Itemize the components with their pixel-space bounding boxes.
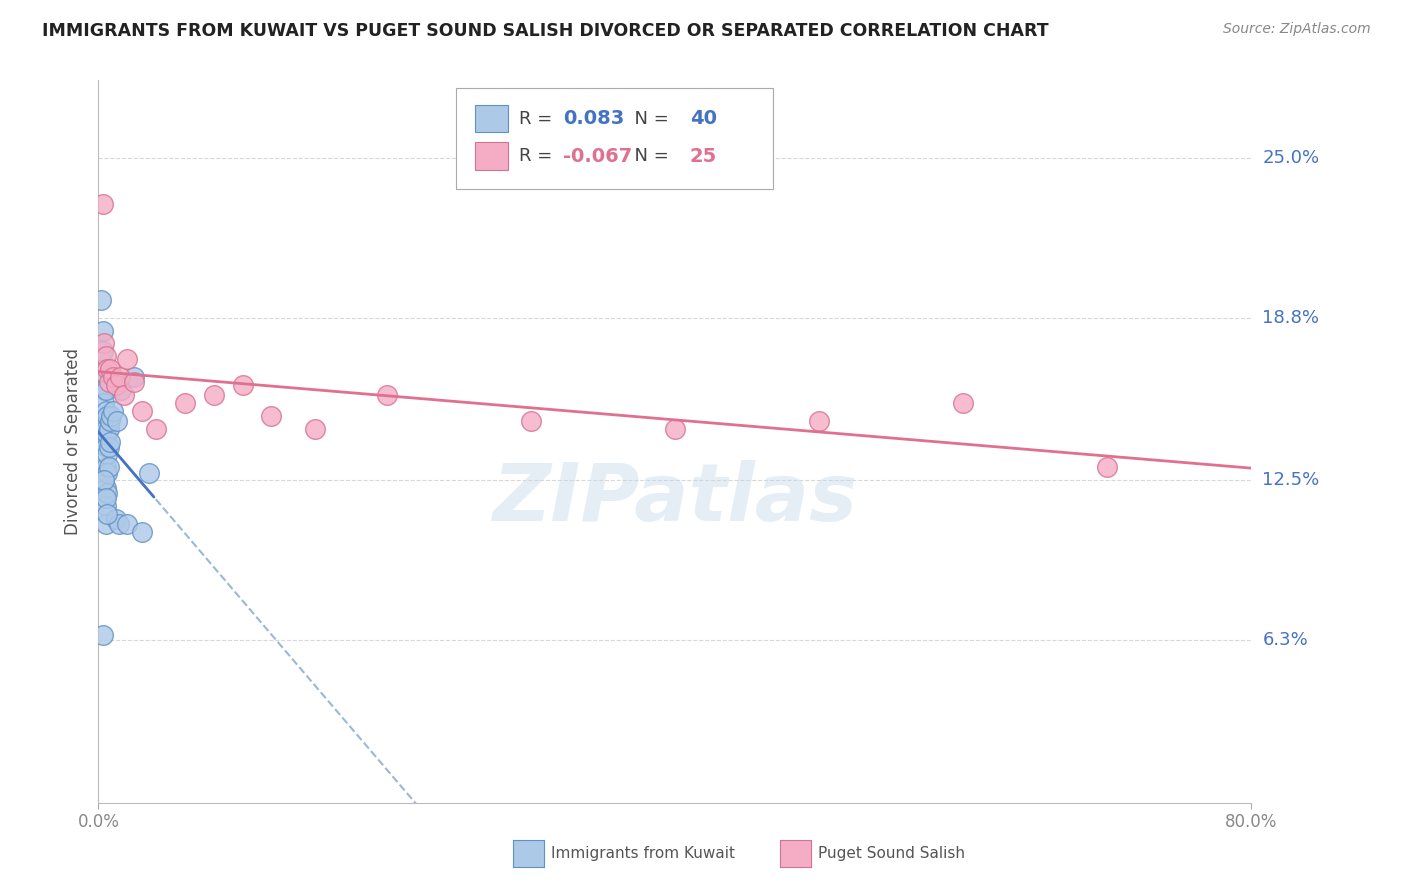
Point (112, 388, 135, 402)
Point (108, 370, 131, 384)
Point (101, 403, 124, 417)
Point (98, 414, 121, 428)
Y-axis label: Divorced or Separated: Divorced or Separated (65, 348, 83, 535)
Point (90, 293, 112, 307)
Point (96, 447, 118, 461)
Text: 25: 25 (690, 146, 717, 166)
Point (104, 512, 127, 526)
Point (91, 197, 114, 211)
Point (94, 491, 117, 506)
Point (100, 409, 122, 423)
Point (520, 414, 543, 428)
Text: Immigrants from Kuwait: Immigrants from Kuwait (551, 847, 735, 861)
Point (93, 414, 115, 428)
Point (260, 409, 283, 423)
Point (94, 481, 117, 495)
Point (96, 466, 118, 480)
Point (96, 362, 118, 376)
Point (91, 628, 114, 642)
Point (96, 507, 118, 521)
Point (97, 440, 120, 454)
Text: 6.3%: 6.3% (1263, 632, 1308, 649)
Point (94, 460, 117, 475)
Point (375, 388, 398, 402)
Point (94, 422, 117, 436)
Text: R =: R = (519, 110, 558, 128)
Point (304, 422, 326, 436)
Point (93, 473, 115, 487)
Point (91, 324, 114, 338)
Point (117, 351, 139, 366)
Text: R =: R = (519, 147, 558, 165)
Point (124, 370, 146, 384)
Point (131, 403, 153, 417)
Text: 25.0%: 25.0% (1263, 149, 1320, 167)
Point (96, 409, 118, 423)
Point (94, 350, 117, 364)
Point (97, 460, 120, 475)
Point (952, 396, 974, 410)
Text: -0.067: -0.067 (562, 146, 633, 166)
Point (93, 383, 115, 397)
FancyBboxPatch shape (475, 143, 508, 169)
Point (145, 422, 167, 436)
Point (91, 365, 114, 379)
Point (131, 524, 153, 539)
Point (117, 517, 139, 532)
Point (138, 466, 160, 480)
Point (94, 403, 117, 417)
Point (174, 396, 197, 410)
Point (93, 396, 115, 410)
Point (98, 434, 121, 449)
Point (105, 414, 128, 428)
Point (202, 388, 225, 402)
Point (124, 375, 146, 389)
Text: ZIPatlas: ZIPatlas (492, 460, 858, 539)
Point (231, 377, 254, 392)
Point (107, 517, 129, 532)
Text: 12.5%: 12.5% (1263, 471, 1320, 489)
Text: Puget Sound Salish: Puget Sound Salish (818, 847, 966, 861)
Point (91, 344, 114, 359)
Text: Source: ZipAtlas.com: Source: ZipAtlas.com (1223, 22, 1371, 37)
Point (96, 486, 118, 500)
FancyBboxPatch shape (475, 105, 508, 132)
Point (93, 426, 115, 441)
Point (94, 383, 117, 397)
Text: 18.8%: 18.8% (1263, 309, 1319, 326)
Point (1097, 460, 1119, 475)
Point (94, 517, 117, 532)
Point (94, 499, 117, 513)
Point (97, 375, 120, 389)
Text: IMMIGRANTS FROM KUWAIT VS PUGET SOUND SALISH DIVORCED OR SEPARATED CORRELATION C: IMMIGRANTS FROM KUWAIT VS PUGET SOUND SA… (42, 22, 1049, 40)
FancyBboxPatch shape (456, 87, 773, 189)
Point (664, 422, 686, 436)
Text: N =: N = (623, 110, 675, 128)
Text: 40: 40 (690, 109, 717, 128)
Point (101, 370, 124, 384)
Text: N =: N = (623, 147, 675, 165)
Text: 0.083: 0.083 (562, 109, 624, 128)
Point (97, 422, 120, 436)
Point (96, 426, 118, 441)
Point (808, 414, 831, 428)
Point (104, 377, 127, 392)
Point (93, 336, 115, 351)
Point (98, 362, 121, 376)
Point (94, 440, 117, 454)
Point (110, 383, 132, 397)
